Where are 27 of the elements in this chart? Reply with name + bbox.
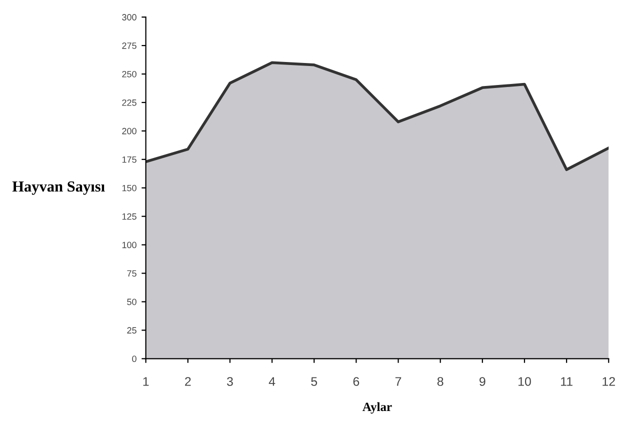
x-tick-label: 8 bbox=[437, 377, 444, 386]
x-tick-label: 10 bbox=[518, 377, 531, 386]
x-tick-label: 6 bbox=[353, 377, 360, 386]
x-tick-label: 5 bbox=[311, 377, 318, 386]
x-tick-label: 7 bbox=[395, 377, 402, 386]
y-tick-label: 75 bbox=[127, 270, 136, 277]
x-tick-label: 4 bbox=[268, 377, 276, 386]
x-tick-label: 1 bbox=[143, 377, 149, 386]
y-tick-label: 275 bbox=[122, 42, 136, 49]
y-tick-label: 0 bbox=[132, 356, 136, 362]
y-tick-label: 200 bbox=[122, 128, 136, 134]
y-tick-label: 50 bbox=[127, 298, 136, 306]
x-tick-label: 2 bbox=[185, 377, 191, 386]
x-tick-label: 9 bbox=[480, 377, 486, 386]
y-tick-label: 250 bbox=[122, 70, 136, 78]
y-tick-label: 100 bbox=[122, 242, 136, 248]
x-tick-label: 11 bbox=[561, 377, 572, 386]
y-axis-title: Hayvan Sayısı bbox=[12, 181, 105, 195]
y-tick-label: 25 bbox=[127, 327, 136, 334]
x-tick-label: 12 bbox=[602, 377, 615, 386]
y-tick-label: 300 bbox=[122, 14, 136, 20]
y-tick-label: 150 bbox=[122, 184, 136, 192]
x-axis-title: Aylar bbox=[362, 402, 392, 414]
x-tick-label: 3 bbox=[226, 377, 233, 386]
y-tick-label: 175 bbox=[122, 156, 136, 163]
y-tick-label: 225 bbox=[122, 99, 136, 106]
y-tick-label: 125 bbox=[122, 213, 136, 220]
